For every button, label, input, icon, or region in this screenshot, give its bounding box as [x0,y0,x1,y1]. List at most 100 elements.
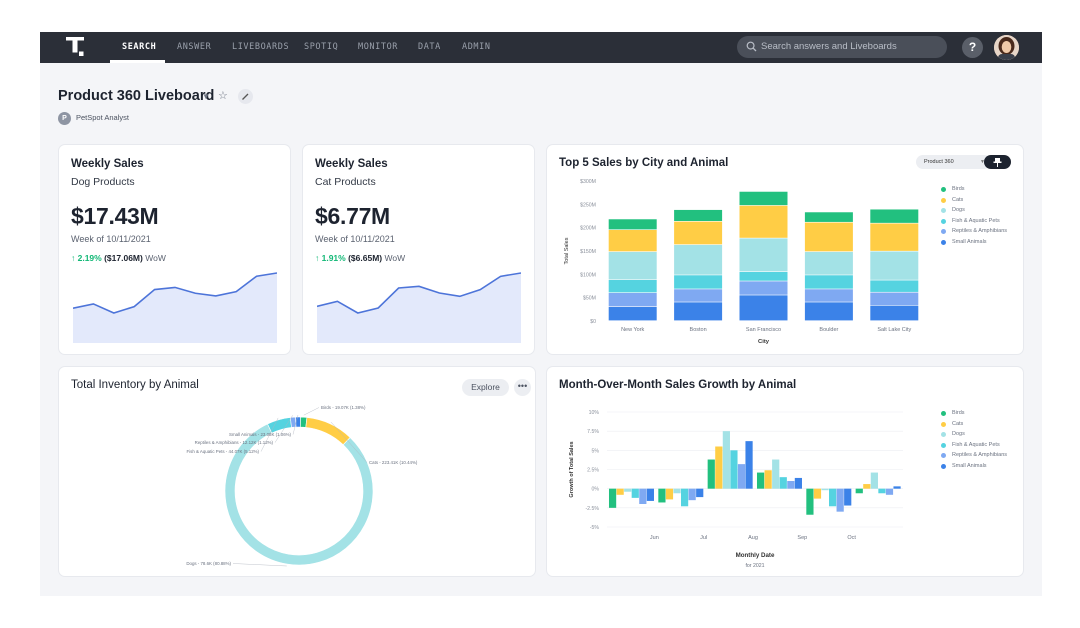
bar-segment [804,275,853,289]
nav-answer[interactable]: ANSWER [177,42,212,52]
bar-segment [739,272,788,281]
donut-slice [305,417,351,446]
bar-segment [674,302,723,321]
bar-segment [608,279,657,293]
growth-bar [821,488,829,491]
nav-admin[interactable]: ADMIN [462,42,491,52]
bar-segment [674,221,723,245]
legend-label: Small Animals [952,462,987,469]
legend-label: Fish & Aquatic Pets [952,217,1000,224]
search-icon [746,41,757,52]
legend-label: Fish & Aquatic Pets [952,441,1000,448]
bar-segment [804,212,853,222]
search-placeholder: Search answers and Liveboards [761,41,897,52]
explore-button[interactable]: Explore [462,379,509,396]
kpi-change-abs: ($17.06M) [104,253,143,263]
search-input[interactable]: Search answers and Liveboards [737,36,947,58]
stacked-bar-card[interactable]: Top 5 Sales by City and Animal Product 3… [547,145,1023,354]
help-button[interactable]: ? [962,37,983,58]
x-tick-label: Salt Lake City [877,327,911,333]
slice-label: Fish & Aquatic Pets - 44.07K (5.12%) [187,449,260,454]
growth-bar [885,488,894,495]
card-title: Month-Over-Month Sales Growth by Animal [559,379,797,391]
y-tick-label: -5% [590,525,600,531]
donut-chart: Birds - 19.07K (1.38%) Cats - 223.41K (10… [186,405,418,567]
growth-bar [878,488,886,494]
x-axis-sublabel: for 2021 [745,563,764,569]
kpi-change-suffix: WoW [145,253,166,263]
x-tick-label: Jul [700,535,707,541]
pin-button[interactable] [984,155,1011,169]
growth-bar [756,472,765,489]
x-tick-label: Sep [797,535,807,541]
growth-bar [787,481,795,489]
x-tick-label: Boston [690,327,707,333]
legend-swatch [941,218,946,224]
growth-bar [813,488,822,499]
y-tick-label: -2.5% [585,506,599,512]
kpi-value: $6.77M [315,203,390,229]
nav-monitor[interactable]: MONITOR [358,42,399,52]
growth-bar [707,459,715,489]
legend-label: Cats [952,420,964,427]
legend-swatch [941,197,946,203]
growth-card[interactable]: Month-Over-Month Sales Growth by Animal … [547,367,1023,576]
slice-label: Reptiles & Amphibians - 12.12K (1.12%) [195,440,274,445]
bar-segment [804,222,853,252]
legend-label: Birds [952,410,965,416]
y-tick-label: $100M [580,272,596,278]
y-tick-label: 7.5% [587,429,599,435]
title-dropdown-icon[interactable]: ▼ [202,92,210,101]
x-tick-label: San Francisco [746,327,781,333]
growth-bar [772,459,780,489]
legend-label: Dogs [952,431,965,437]
nav-data[interactable]: DATA [418,42,441,52]
user-avatar[interactable] [994,35,1019,60]
growth-bar [715,446,723,489]
kpi-title: Weekly Sales [315,158,388,170]
bar-segment [870,305,919,321]
legend-label: Reptiles & Amphibians [952,228,1008,234]
top-nav: SEARCH ANSWER LIVEBOARDS SPOTIQ MONITOR … [40,32,1042,63]
x-tick-label: Oct [847,535,856,541]
donut-card[interactable]: Total Inventory by Animal Explore ••• Bi… [59,367,535,576]
slice-label: Small Animals - 23.08K (1.06%) [229,432,292,437]
kpi-sparkline [317,272,521,343]
kpi-week: Week of 10/11/2021 [71,234,151,244]
growth-bar [665,488,674,500]
thoughtspot-logo[interactable] [66,37,84,56]
growth-bar [688,488,696,501]
y-tick-label: $50M [583,296,596,302]
x-tick-label: New York [621,327,644,333]
kpi-value: $17.43M [71,203,159,229]
more-options-button[interactable]: ••• [514,379,531,396]
author-avatar: P [58,112,71,125]
kpi-title: Weekly Sales [71,158,144,170]
bar-segment [608,219,657,230]
product-selector[interactable]: Product 360 ▼ [916,155,991,169]
favorite-star-icon[interactable]: ☆ [218,90,228,102]
kpi-card-dog[interactable]: Weekly Sales Dog Products $17.43M Week o… [59,145,290,354]
nav-search[interactable]: SEARCH [122,42,157,52]
nav-spotiq[interactable]: SPOTIQ [304,42,339,52]
kpi-subtitle: Dog Products [71,176,135,188]
kpi-card-cat[interactable]: Weekly Sales Cat Products $6.77M Week of… [303,145,534,354]
legend-swatch [941,453,946,458]
legend-swatch [941,463,946,469]
growth-bar [794,477,802,489]
bar-segment [739,238,788,272]
y-tick-label: $250M [580,202,596,208]
growth-bar [870,472,878,489]
leader-line [260,417,279,452]
legend-label: Small Animals [952,238,987,245]
bar-segment [674,209,723,221]
growth-bar [624,488,632,492]
edit-pencil-icon[interactable] [238,89,253,104]
bar-segment [608,307,657,321]
growth-bar [631,488,639,498]
leader-line [330,421,368,463]
kpi-change: ↑ 2.19% ($17.06M) WoW [71,253,166,263]
nav-liveboards[interactable]: LIVEBOARDS [232,42,290,52]
growth-bar [836,488,844,512]
bar-segment [739,191,788,206]
